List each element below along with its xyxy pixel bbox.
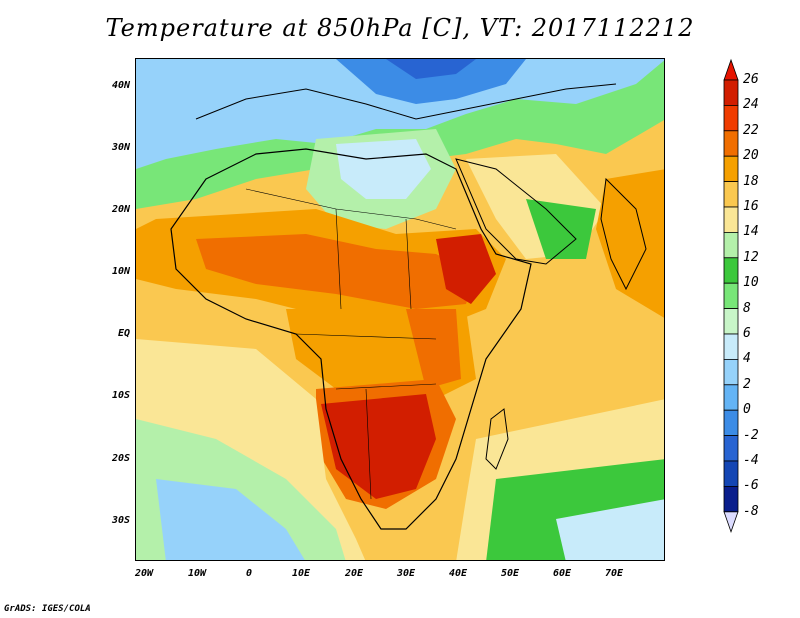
field-zone-ethiopia-hot: [436, 234, 496, 304]
lat-label: EQ: [117, 328, 130, 339]
colorbar-label: 4: [743, 351, 751, 367]
colorbar-segment: [723, 409, 739, 437]
colorbar-segment: [723, 435, 739, 462]
colorbar-segment: [723, 460, 739, 487]
lon-label: 10E: [291, 568, 311, 579]
lat-label: 10N: [111, 266, 130, 277]
lon-label: 20E: [344, 568, 364, 579]
lon-label: 0: [245, 568, 253, 579]
field-zone-indian-ocean-cool: [556, 499, 664, 560]
colorbar-label: -6: [743, 478, 759, 494]
colorbar-label: 2: [743, 376, 751, 392]
field-zone-east-africa-hot: [406, 309, 461, 389]
country-borders-sahel: [245, 188, 457, 230]
colorbar-segment: [723, 105, 739, 132]
colorbar-segment: [723, 130, 739, 157]
field-zone-south-hottest: [321, 394, 436, 499]
country-borders-central: [295, 208, 437, 500]
colorbar-label: -4: [743, 453, 759, 468]
colorbar-segment: [723, 384, 739, 411]
colorbar-segment: [723, 358, 739, 386]
colorbar-label: -2: [743, 427, 759, 443]
field-zone-sahara-cool: [336, 139, 431, 199]
lon-label: 50E: [500, 568, 520, 579]
colorbar: [723, 58, 739, 534]
india-coastline: [600, 177, 647, 291]
colorbar-label: 10: [743, 275, 759, 291]
field-zone-sahel-hot: [196, 234, 476, 309]
colorbar-label: 0: [743, 402, 751, 418]
colorbar-segment: [723, 308, 739, 335]
colorbar-label: 8: [743, 300, 751, 316]
field-zone-arabia-sea-green: [526, 199, 596, 259]
colorbar-label: 24: [743, 97, 759, 113]
credit-text: GrADS: IGES/COLA: [4, 604, 91, 614]
colorbar-label: 18: [743, 173, 759, 189]
colorbar-segment: [723, 155, 739, 182]
colorbar-segment: [723, 181, 739, 208]
lat-label: 30S: [111, 515, 130, 526]
lon-label: 10W: [187, 568, 207, 579]
colorbar-segment: [723, 206, 739, 233]
madagascar-coastline: [485, 408, 509, 470]
lat-label: 10S: [111, 390, 130, 401]
lon-label: 40E: [448, 568, 468, 579]
colorbar-label: 16: [743, 199, 759, 214]
arabia-coastline: [455, 158, 577, 265]
colorbar-segment: [723, 333, 739, 360]
colorbar-segment: [723, 79, 739, 106]
lat-label: 40N: [111, 80, 130, 91]
colorbar-label: 22: [743, 122, 759, 138]
colorbar-label: 20: [743, 148, 759, 164]
field-zone-india: [596, 169, 664, 318]
colorbar-label: -8: [743, 503, 759, 519]
lon-label: 20W: [134, 568, 154, 579]
lat-label: 20N: [111, 204, 130, 215]
europe-coastline: [195, 83, 617, 120]
lon-label: 60E: [552, 568, 572, 579]
field-zone-south-atlantic-cool: [156, 479, 305, 560]
lat-label: 30N: [111, 142, 130, 153]
colorbar-segment: [723, 282, 739, 309]
lon-label: 70E: [604, 568, 624, 579]
africa-coastline: [170, 148, 532, 530]
field-zone-med-coldest: [386, 59, 476, 79]
colorbar-label: 6: [743, 326, 751, 341]
temperature-field: [136, 59, 664, 560]
colorbar-label: 14: [743, 224, 759, 240]
colorbar-top-arrow: [723, 58, 739, 81]
map-title: Temperature at 850hPa [C], VT: 201711221…: [105, 14, 695, 42]
lon-label: 30E: [396, 568, 416, 579]
colorbar-label: 12: [743, 249, 759, 265]
field-zone-med-cold: [336, 59, 526, 104]
colorbar-segment: [723, 485, 739, 513]
temperature-map: [135, 58, 665, 561]
colorbar-segment: [723, 257, 739, 284]
colorbar-bottom-arrow: [723, 511, 739, 534]
colorbar-label: 26: [743, 72, 759, 87]
lat-label: 20S: [111, 453, 130, 464]
colorbar-segment: [723, 231, 739, 259]
